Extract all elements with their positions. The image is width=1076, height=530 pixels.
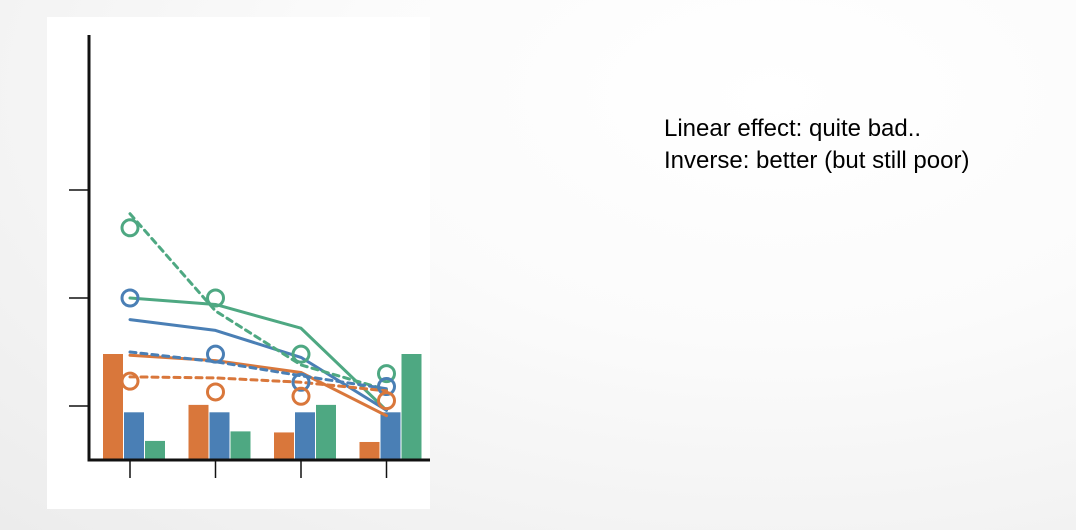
solid-line-blue — [128, 318, 388, 412]
dashed-line-blue — [128, 350, 388, 391]
point-green-4 — [377, 364, 396, 384]
axes-layer — [69, 35, 430, 478]
bars-layer — [103, 354, 422, 460]
chart-panel — [47, 17, 430, 509]
bar-orange-4 — [359, 441, 380, 460]
annotation-line-2: Inverse: better (but still poor) — [664, 147, 970, 174]
point-orange-1 — [120, 371, 140, 391]
dashed-line-green — [128, 212, 388, 392]
point-blue-2 — [206, 344, 225, 364]
chart-svg — [69, 35, 430, 478]
lines-layer — [128, 212, 388, 418]
point-green-1 — [120, 218, 140, 238]
bar-blue-2 — [209, 412, 230, 460]
bar-orange-1 — [103, 354, 123, 460]
bar-blue-1 — [124, 412, 144, 460]
solid-line-green — [128, 296, 388, 412]
bar-green-2 — [230, 431, 251, 460]
point-blue-4 — [377, 377, 396, 397]
point-orange-3 — [291, 386, 311, 406]
annotation-text: Linear effect: quite bad.. Inverse: bett… — [664, 113, 1064, 177]
bar-blue-3 — [295, 412, 315, 460]
bar-green-1 — [145, 440, 165, 460]
bar-orange-3 — [274, 432, 294, 460]
bar-green-3 — [316, 404, 336, 460]
dashed-line-orange — [128, 375, 388, 393]
points-layer — [120, 218, 396, 411]
point-orange-4 — [377, 391, 396, 411]
point-blue-1 — [120, 288, 140, 308]
bar-green-4 — [401, 354, 422, 460]
point-green-3 — [291, 344, 311, 364]
bar-blue-4 — [380, 412, 401, 460]
annotation-line-1: Linear effect: quite bad.. — [664, 115, 922, 142]
point-green-2 — [206, 288, 225, 308]
bar-orange-2 — [188, 404, 209, 460]
point-blue-3 — [291, 372, 311, 392]
point-orange-2 — [206, 382, 225, 402]
